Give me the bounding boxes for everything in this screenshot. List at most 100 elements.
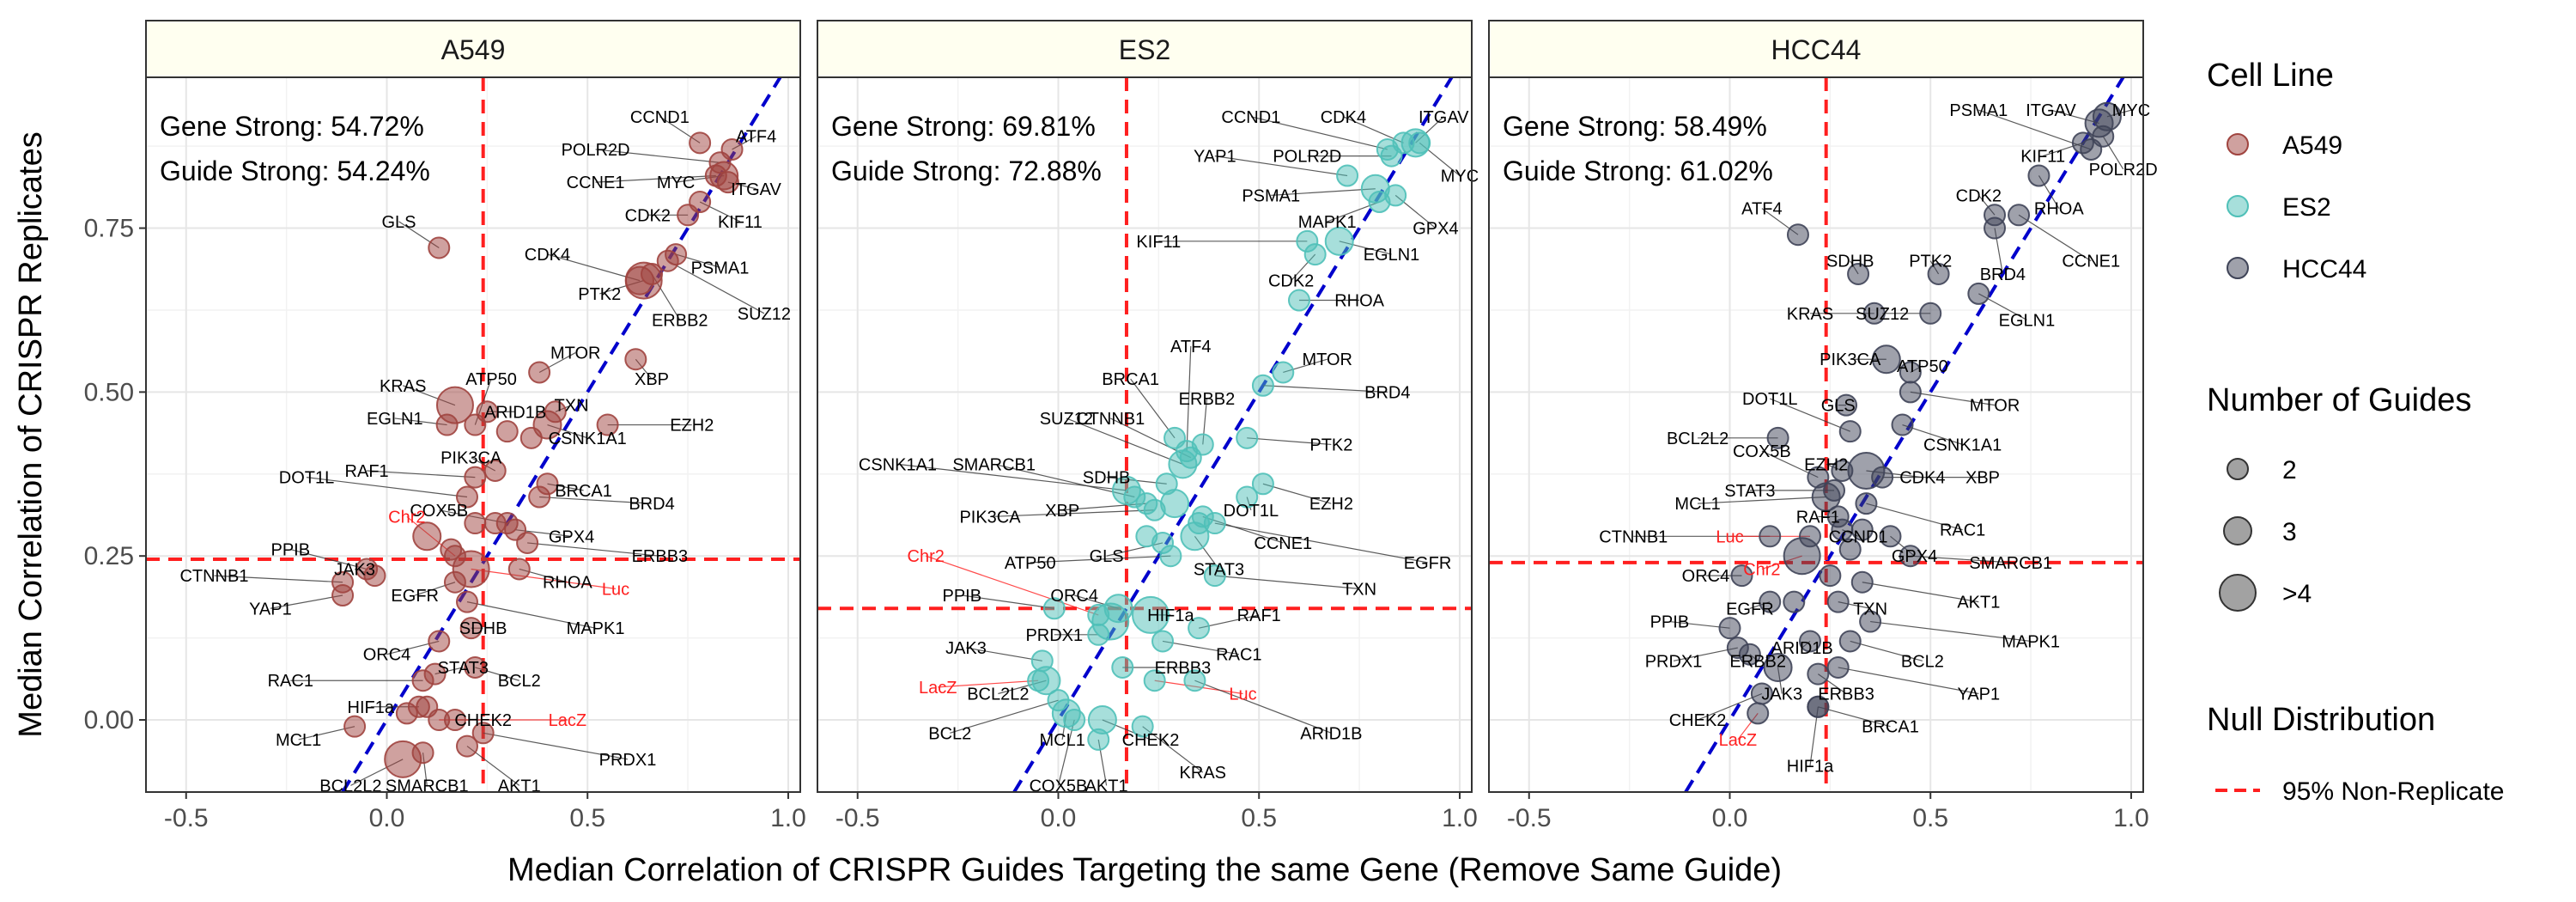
point-label: JAK3 <box>945 639 987 658</box>
point-label: PIK3CA <box>959 508 1021 527</box>
point-label: BRD4 <box>1364 383 1410 402</box>
y-axis-title: Median Correlation of CRISPR Replicates <box>13 131 49 737</box>
data-point <box>1984 216 2007 240</box>
point-label: RAC1 <box>1940 521 1985 540</box>
point-label: ERBB3 <box>1155 659 1212 678</box>
data-point <box>1786 223 1809 247</box>
data-point <box>1850 570 1874 594</box>
point-label: STAT3 <box>1724 482 1775 501</box>
data-point <box>1336 164 1359 187</box>
point-label: ARID1B <box>484 403 546 422</box>
label-leader-line <box>595 149 720 163</box>
legend-label: ES2 <box>2282 193 2331 222</box>
point-label: CCND1 <box>1221 108 1280 127</box>
point-label: PTK2 <box>1309 436 1352 454</box>
label-leader-line <box>1697 692 1763 721</box>
point-label: CCNE1 <box>1254 534 1312 553</box>
data-point <box>624 348 647 371</box>
data-point <box>1179 446 1202 469</box>
data-point <box>1879 525 1902 548</box>
point-label: ITGAV <box>1419 108 1469 127</box>
data-point <box>689 131 712 155</box>
point-label: ATP50 <box>1005 554 1056 573</box>
point-label: BCL2L2 <box>967 686 1029 704</box>
x-tick-label: 0.0 <box>1041 804 1077 832</box>
data-point <box>1324 226 1354 256</box>
facet-strip <box>817 20 1473 78</box>
data-point <box>384 740 422 778</box>
data-point <box>435 413 459 436</box>
label-leader-line <box>1262 385 1388 393</box>
label-leader-line <box>1186 345 1192 452</box>
point-label: KIF11 <box>1136 233 1181 252</box>
label-leader-line <box>214 575 343 583</box>
data-point <box>1131 715 1154 738</box>
label-leader-line <box>1214 575 1360 589</box>
data-point <box>1871 466 1894 489</box>
point-label: COX5B <box>1733 442 1791 461</box>
label-leader-line <box>1770 398 1850 432</box>
point-label: GLS <box>1090 547 1124 566</box>
point-label: AKT1 <box>1957 594 2000 613</box>
label-leader-line <box>466 601 596 629</box>
data-point <box>677 204 700 227</box>
x-tick-label: 1.0 <box>1442 804 1478 832</box>
x-tick-label: -0.5 <box>164 804 209 832</box>
data-point <box>1826 590 1850 613</box>
identity-line <box>1684 76 2125 794</box>
point-label: Luc <box>602 580 629 599</box>
point-label: CHEK2 <box>1122 731 1180 750</box>
point-label: PSMA1 <box>691 259 750 277</box>
data-point <box>1838 420 1862 443</box>
data-point <box>1203 564 1226 588</box>
point-label: Luc <box>1229 686 1256 704</box>
legend-key-es2 <box>2227 195 2249 217</box>
data-point <box>1159 545 1182 568</box>
label-leader-line <box>1818 706 1891 728</box>
legend-label: HCC44 <box>2282 255 2366 283</box>
point-label: DOT1L <box>279 469 334 488</box>
point-label: STAT3 <box>1194 560 1244 579</box>
data-point <box>428 630 451 653</box>
data-point <box>2092 125 2115 148</box>
data-point <box>443 570 466 594</box>
legend-title-null: Null Distribution <box>2207 702 2435 738</box>
label-leader-line <box>527 542 660 557</box>
point-label: EGLN1 <box>367 410 423 429</box>
point-label: RHOA <box>1334 292 1384 311</box>
point-label: Luc <box>1716 527 1743 546</box>
data-point <box>1819 564 1842 588</box>
panel-border <box>817 76 1473 793</box>
point-label: SMARCB1 <box>1969 554 2052 573</box>
data-point <box>395 702 418 725</box>
point-label: RAF1 <box>345 462 389 481</box>
point-label: GLS <box>381 213 416 232</box>
point-label: POLR2D <box>1273 148 1341 167</box>
point-label: PRDX1 <box>599 751 657 770</box>
label-leader-line <box>367 470 476 478</box>
data-point <box>1747 702 1770 725</box>
point-label: YAP1 <box>249 600 292 619</box>
label-leader-line <box>1262 483 1332 504</box>
label-leader-line <box>539 496 653 504</box>
y-tick-label: 0.00 <box>84 706 134 734</box>
data-point <box>343 715 367 738</box>
data-point <box>1766 426 1789 449</box>
x-tick-label: 0.5 <box>1912 804 1948 832</box>
data-point <box>1835 393 1858 417</box>
data-point <box>528 485 551 509</box>
point-label: CSNK1A1 <box>859 455 937 474</box>
data-point <box>1091 602 1130 641</box>
point-label: CDK4 <box>1899 469 1945 488</box>
label-leader-line <box>1214 155 1348 177</box>
data-point <box>440 538 463 561</box>
legend-label: 95% Non-Replicate <box>2282 777 2504 806</box>
data-point <box>1759 525 1782 548</box>
data-point <box>1087 728 1110 751</box>
label-leader-line <box>1698 496 1826 504</box>
data-point <box>1188 617 1211 640</box>
point-label: ORC4 <box>363 646 411 665</box>
point-label: CDK2 <box>625 206 671 225</box>
data-point <box>1111 655 1134 679</box>
point-label: CSNK1A1 <box>549 430 627 448</box>
